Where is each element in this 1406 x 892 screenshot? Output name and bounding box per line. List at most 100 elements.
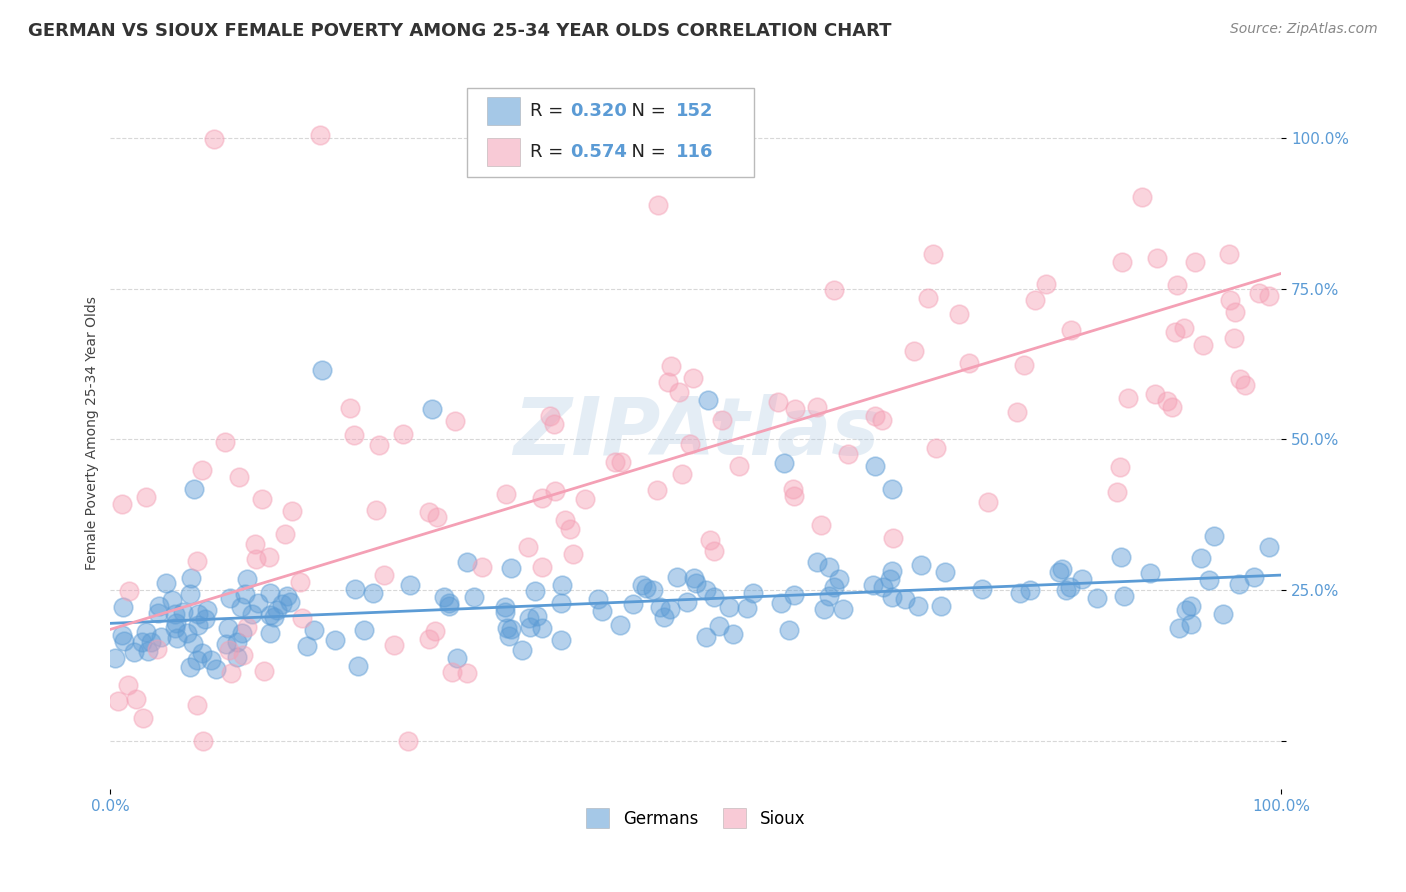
Point: [679, 437, 702, 451]
Point: [132, 711, 155, 725]
Point: [1258, 289, 1281, 303]
Point: [544, 483, 567, 498]
Point: [865, 409, 887, 424]
Point: [1166, 278, 1188, 293]
Point: [862, 578, 884, 592]
Point: [948, 307, 970, 321]
Point: [695, 630, 717, 644]
Point: [1109, 459, 1132, 474]
Point: [665, 570, 688, 584]
Point: [645, 483, 668, 498]
Point: [703, 590, 725, 604]
Point: [1059, 580, 1081, 594]
Point: [683, 571, 706, 585]
Point: [907, 599, 929, 613]
Point: [773, 456, 796, 470]
Text: Source: ZipAtlas.com: Source: ZipAtlas.com: [1230, 22, 1378, 37]
Point: [769, 596, 792, 610]
Point: [530, 560, 553, 574]
Point: [1161, 400, 1184, 414]
Point: [250, 492, 273, 507]
Point: [150, 630, 173, 644]
Point: [1175, 603, 1198, 617]
Point: [226, 634, 249, 648]
Point: [204, 132, 226, 146]
Point: [418, 505, 440, 519]
Point: [721, 626, 744, 640]
Point: [463, 590, 485, 604]
Point: [364, 502, 387, 516]
Point: [181, 636, 204, 650]
Point: [179, 587, 201, 601]
Point: [1139, 566, 1161, 580]
Point: [343, 428, 366, 442]
Point: [782, 489, 804, 503]
Point: [1234, 378, 1257, 392]
Point: [1243, 570, 1265, 584]
Point: [225, 650, 247, 665]
Point: [373, 567, 395, 582]
Point: [543, 417, 565, 431]
Point: [456, 555, 478, 569]
Point: [699, 533, 721, 547]
Point: [347, 658, 370, 673]
Point: [685, 576, 707, 591]
Point: [263, 610, 285, 624]
Point: [420, 401, 443, 416]
Point: [246, 597, 269, 611]
Point: [214, 434, 236, 449]
Point: [1060, 323, 1083, 337]
Point: [193, 734, 215, 748]
Point: [135, 490, 157, 504]
Point: [550, 633, 572, 648]
Point: [517, 540, 540, 554]
Point: [1223, 331, 1246, 345]
Point: [934, 566, 956, 580]
Point: [494, 599, 516, 614]
Point: [828, 572, 851, 586]
Point: [657, 375, 679, 389]
Point: [610, 455, 633, 469]
Point: [135, 624, 157, 639]
Point: [972, 582, 994, 596]
Point: [1024, 293, 1046, 307]
Point: [727, 459, 749, 474]
Point: [1156, 393, 1178, 408]
FancyBboxPatch shape: [467, 88, 754, 178]
Point: [870, 413, 893, 427]
Point: [437, 599, 460, 613]
Point: [648, 599, 671, 614]
Point: [437, 596, 460, 610]
Point: [818, 559, 841, 574]
Point: [718, 600, 741, 615]
Point: [831, 601, 853, 615]
Point: [136, 644, 159, 658]
Point: [426, 510, 449, 524]
Point: [880, 564, 903, 578]
Text: 116: 116: [676, 144, 713, 161]
Point: [240, 607, 263, 621]
Point: [882, 532, 904, 546]
Text: 0.574: 0.574: [571, 144, 627, 161]
Point: [523, 584, 546, 599]
Point: [530, 491, 553, 505]
Text: N =: N =: [620, 102, 671, 120]
Point: [903, 343, 925, 358]
Point: [180, 571, 202, 585]
Point: [778, 624, 800, 638]
Point: [813, 602, 835, 616]
Point: [742, 585, 765, 599]
Point: [1225, 304, 1247, 318]
Point: [1192, 338, 1215, 352]
Point: [253, 664, 276, 678]
Point: [218, 591, 240, 606]
Point: [538, 409, 561, 423]
Point: [609, 618, 631, 632]
Point: [139, 635, 162, 649]
Point: [782, 482, 804, 496]
Point: [659, 359, 682, 374]
Text: ZIPAtlas: ZIPAtlas: [513, 394, 879, 473]
Point: [1014, 359, 1036, 373]
Point: [205, 662, 228, 676]
Y-axis label: Female Poverty Among 25-34 Year Olds: Female Poverty Among 25-34 Year Olds: [86, 296, 100, 570]
